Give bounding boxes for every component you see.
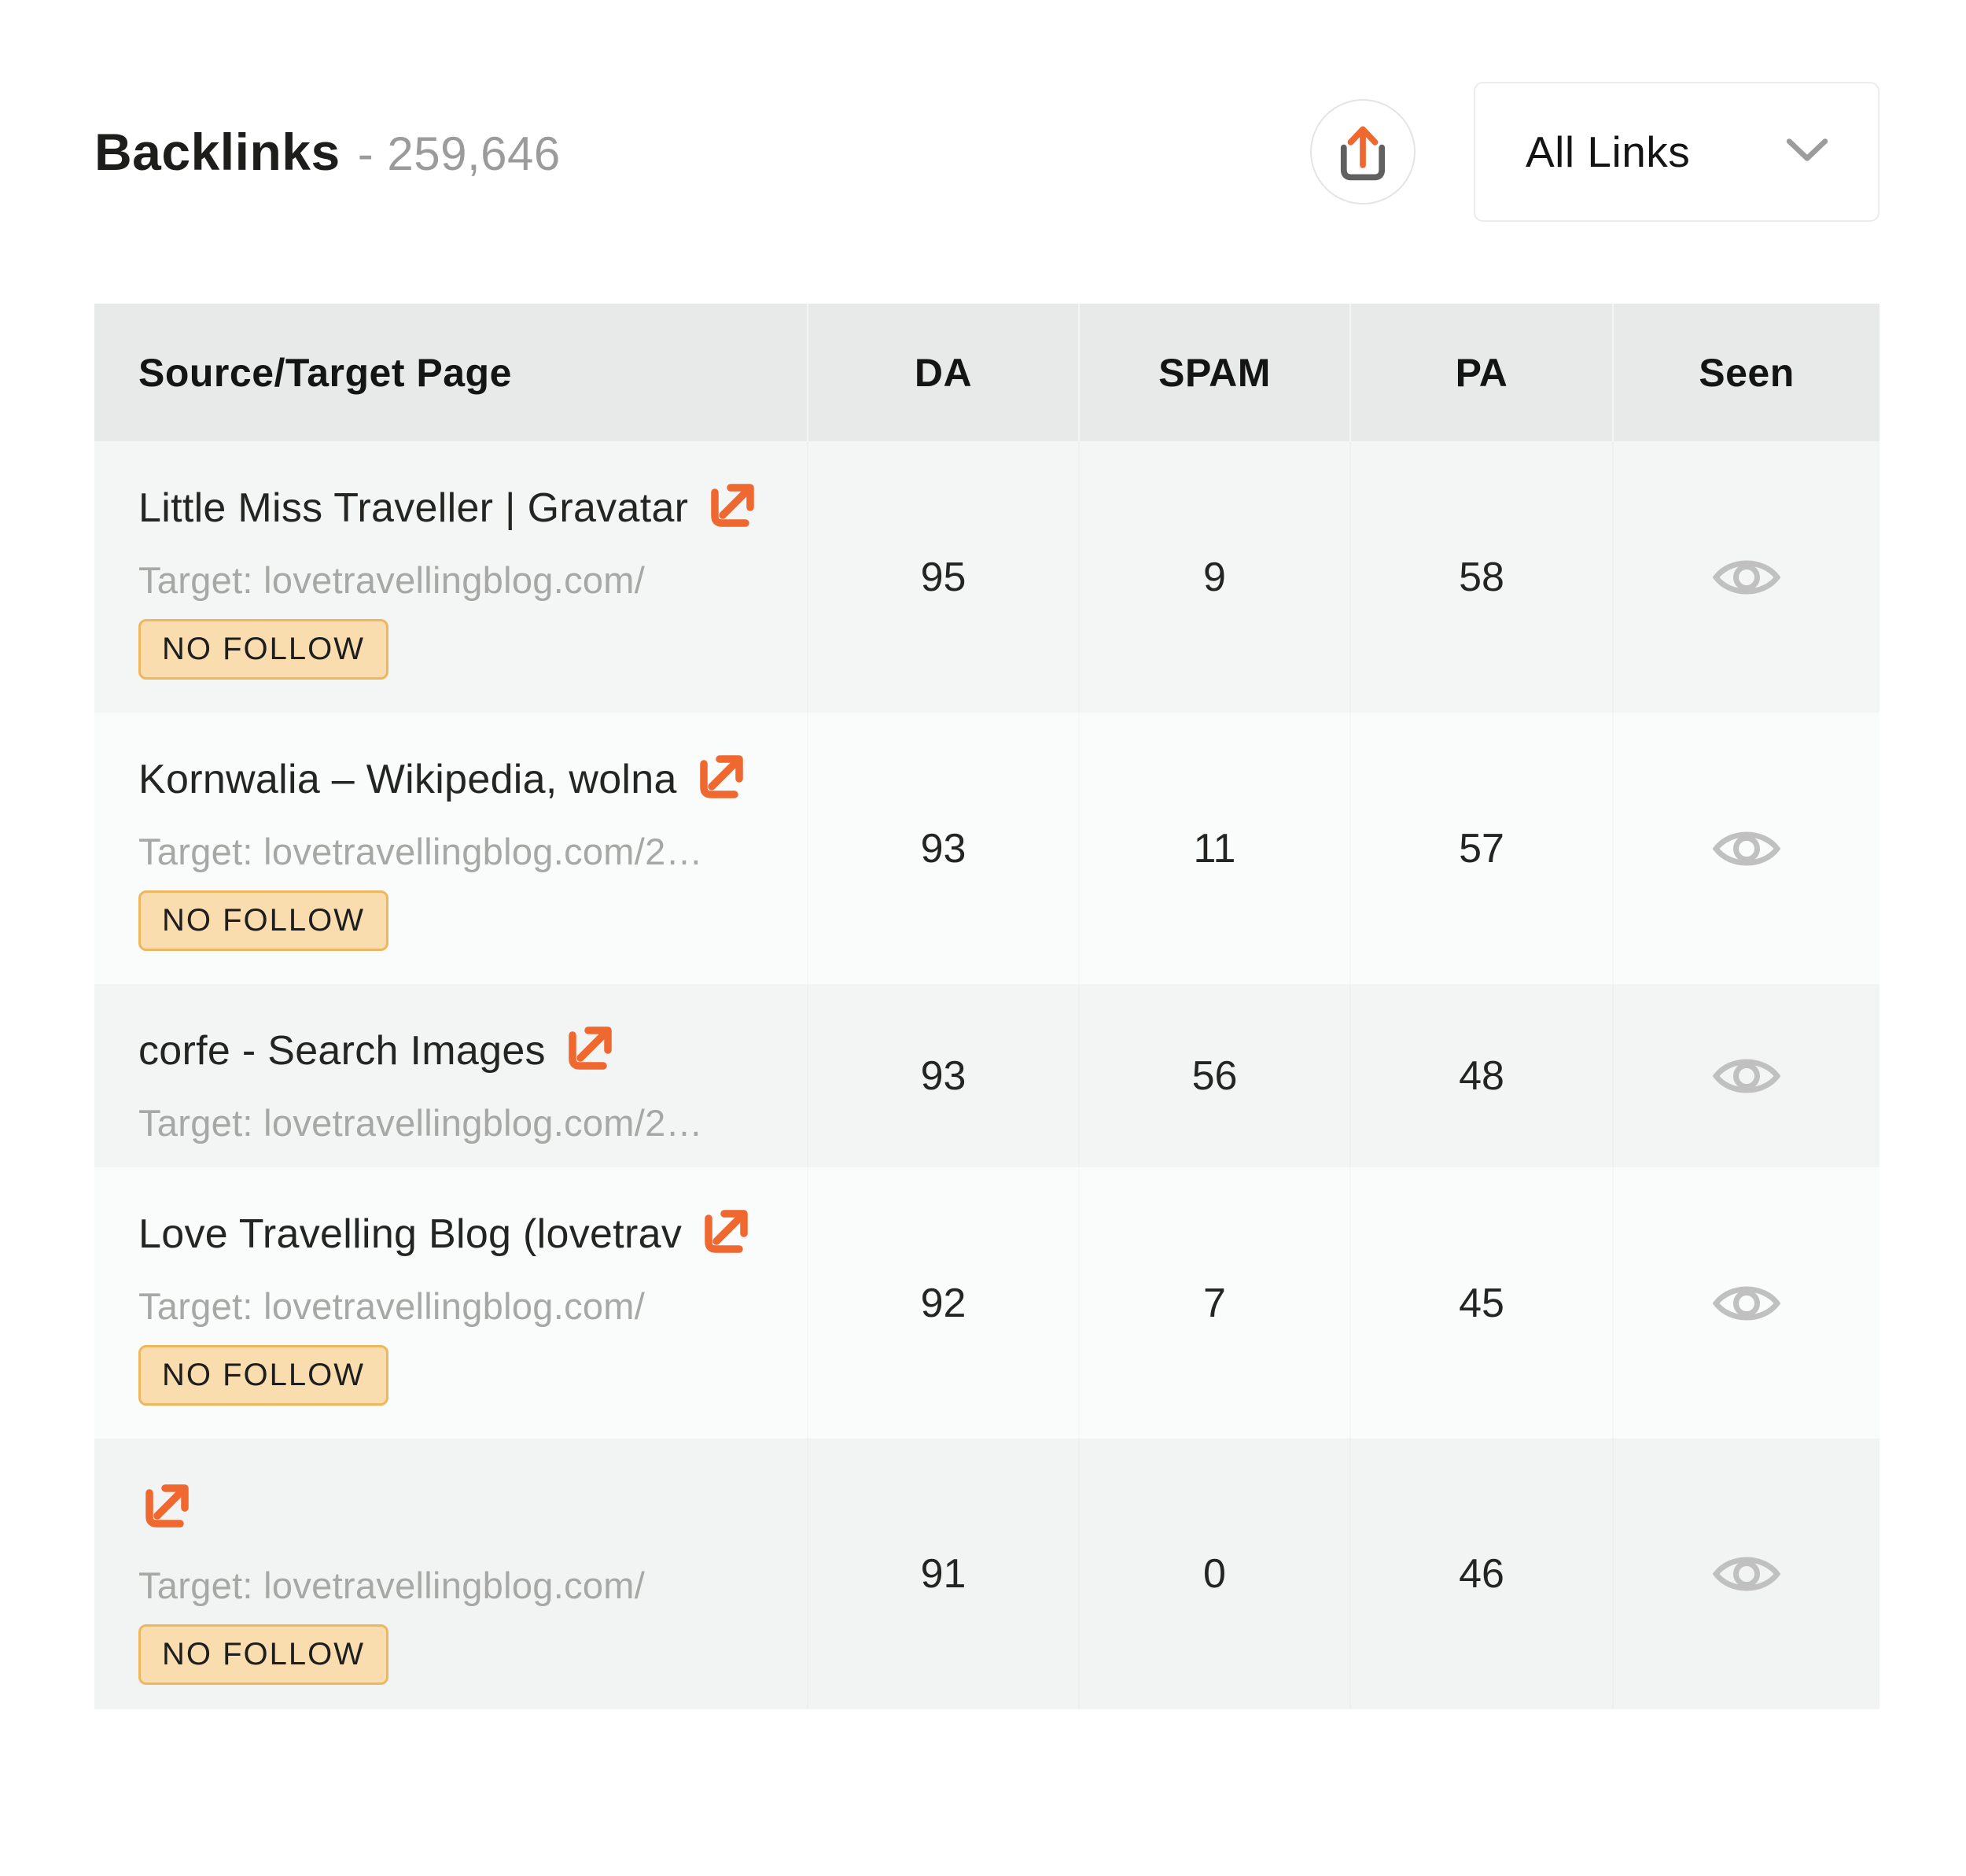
source-target-cell: Target: lovetravellingblog.com/ NO FOLLO… <box>94 1439 807 1709</box>
external-link-icon[interactable] <box>704 477 760 538</box>
column-header-da: DA <box>807 304 1078 441</box>
target-url: Target: lovetravellingblog.com/ <box>138 1565 646 1606</box>
source-target-cell: corfe - Search Images Target: lovetravel… <box>94 984 807 1167</box>
page-title: Backlinks <box>94 123 341 181</box>
target-url: Target: lovetravellingblog.com/ <box>138 559 646 601</box>
external-link-icon[interactable] <box>561 1020 618 1081</box>
spam-value: 11 <box>1193 825 1236 872</box>
target-url: Target: lovetravellingblog.com/2… <box>138 831 703 872</box>
seen-eye-icon[interactable] <box>1713 1052 1780 1100</box>
source-target-cell: Little Miss Traveller | Gravatar Target:… <box>94 441 807 713</box>
table-header-row: Source/Target Page DA SPAM PA Seen <box>94 304 1879 441</box>
pa-value: 57 <box>1459 825 1504 872</box>
da-value: 93 <box>920 1052 966 1099</box>
table-row: Kornwalia – Wikipedia, wolna Target: lov… <box>94 713 1879 984</box>
da-value: 91 <box>920 1551 966 1597</box>
backlinks-table: Source/Target Page DA SPAM PA Seen Littl… <box>94 304 1879 1709</box>
pa-value: 46 <box>1459 1551 1504 1597</box>
source-target-cell: Kornwalia – Wikipedia, wolna Target: lov… <box>94 713 807 984</box>
upload-icon <box>1328 114 1397 190</box>
seen-eye-icon[interactable] <box>1713 824 1780 873</box>
page-title-group: Backlinks - 259,646 <box>94 122 561 182</box>
da-value: 92 <box>920 1280 966 1326</box>
source-page-title[interactable]: Kornwalia – Wikipedia, wolna <box>138 756 677 802</box>
seen-eye-icon[interactable] <box>1713 1279 1780 1328</box>
chevron-down-icon <box>1785 137 1829 168</box>
column-header-pa: PA <box>1349 304 1612 441</box>
column-header-spam: SPAM <box>1078 304 1349 441</box>
column-header-seen: Seen <box>1612 304 1879 441</box>
spam-value: 9 <box>1203 554 1226 600</box>
target-url: Target: lovetravellingblog.com/ <box>138 1285 646 1327</box>
external-link-icon[interactable] <box>698 1203 754 1264</box>
da-value: 93 <box>920 825 966 872</box>
table-row: corfe - Search Images Target: lovetravel… <box>94 984 1879 1167</box>
source-target-cell: Love Travelling Blog (lovetrav Target: l… <box>94 1167 807 1439</box>
no-follow-badge: NO FOLLOW <box>138 1624 389 1685</box>
pa-value: 58 <box>1459 554 1504 600</box>
links-filter-value: All Links <box>1526 127 1691 176</box>
external-link-icon[interactable] <box>138 1478 195 1539</box>
external-link-icon[interactable] <box>693 749 749 809</box>
source-page-title[interactable]: Little Miss Traveller | Gravatar <box>138 485 689 531</box>
pa-value: 48 <box>1459 1052 1504 1099</box>
seen-eye-icon[interactable] <box>1713 1550 1780 1598</box>
spam-value: 0 <box>1203 1551 1226 1597</box>
da-value: 95 <box>920 554 966 600</box>
table-row: Little Miss Traveller | Gravatar Target:… <box>94 441 1879 713</box>
spam-value: 7 <box>1203 1280 1226 1326</box>
backlinks-count: - 259,646 <box>357 127 561 180</box>
table-row: Target: lovetravellingblog.com/ NO FOLLO… <box>94 1439 1879 1709</box>
export-button[interactable] <box>1310 99 1416 205</box>
source-page-title[interactable]: Love Travelling Blog (lovetrav <box>138 1211 683 1257</box>
page-header: Backlinks - 259,646 All Links <box>94 79 1879 225</box>
links-filter-dropdown[interactable]: All Links <box>1474 82 1879 222</box>
no-follow-badge: NO FOLLOW <box>138 890 389 951</box>
pa-value: 45 <box>1459 1280 1504 1326</box>
no-follow-badge: NO FOLLOW <box>138 1345 389 1406</box>
no-follow-badge: NO FOLLOW <box>138 619 389 680</box>
spam-value: 56 <box>1191 1052 1238 1099</box>
source-page-title[interactable]: corfe - Search Images <box>138 1027 546 1074</box>
seen-eye-icon[interactable] <box>1713 553 1780 602</box>
column-header-source-target: Source/Target Page <box>138 350 512 395</box>
target-url: Target: lovetravellingblog.com/2… <box>138 1102 703 1144</box>
table-row: Love Travelling Blog (lovetrav Target: l… <box>94 1167 1879 1439</box>
